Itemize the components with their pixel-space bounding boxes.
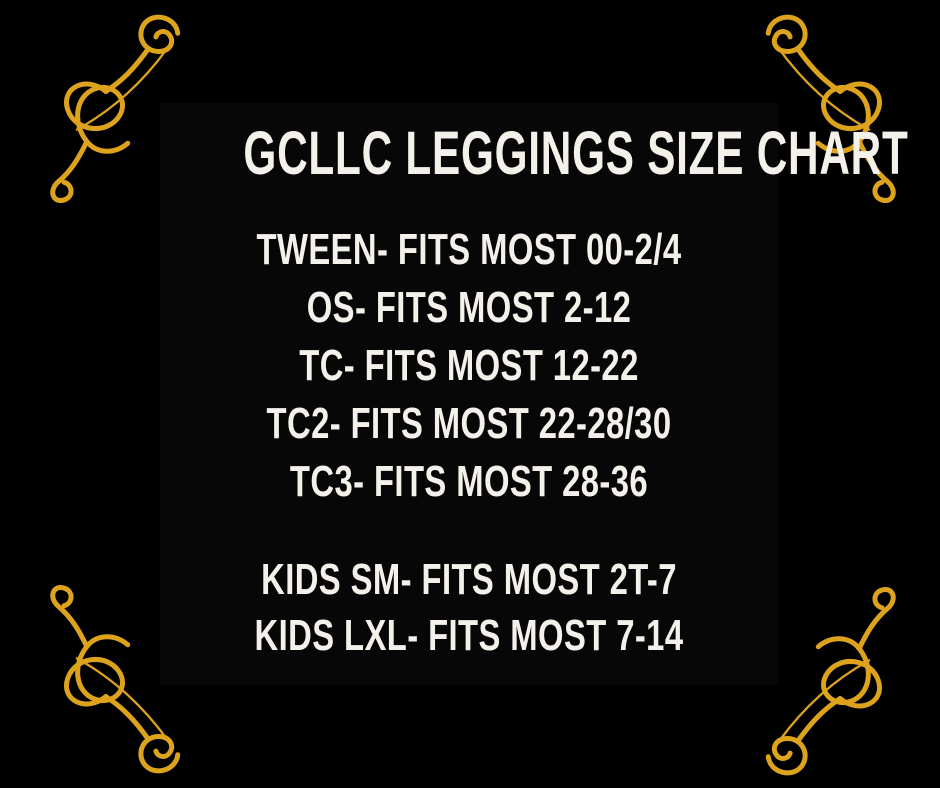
corner-flourish-icon xyxy=(50,14,181,204)
size-line-kids-lxl: KIDS LXL- FITS MOST 7-14 xyxy=(254,612,684,660)
size-chart-title: GCLLC LEGGINGS SIZE CHART xyxy=(243,119,909,188)
adult-sizes-list: TWEEN- FITS MOST 00-2/4 OS- FITS MOST 2-… xyxy=(160,221,778,511)
size-line-tc: TC- FITS MOST 12-22 xyxy=(299,342,639,390)
kids-sizes-list: KIDS SM- FITS MOST 2T-7 KIDS LXL- FITS M… xyxy=(160,552,778,664)
size-line-tc2: TC2- FITS MOST 22-28/30 xyxy=(266,400,672,448)
corner-flourish-icon xyxy=(765,14,896,204)
size-line-os: OS- FITS MOST 2-12 xyxy=(306,284,632,332)
size-line-kids-sm: KIDS SM- FITS MOST 2T-7 xyxy=(261,556,677,604)
size-chart-panel: GCLLC LEGGINGS SIZE CHART TWEEN- FITS MO… xyxy=(160,103,909,685)
corner-flourish-icon xyxy=(50,584,181,774)
size-line-tween: TWEEN- FITS MOST 00-2/4 xyxy=(256,226,682,274)
size-line-tc3: TC3- FITS MOST 28-36 xyxy=(289,458,649,506)
corner-flourish-icon xyxy=(765,586,896,776)
